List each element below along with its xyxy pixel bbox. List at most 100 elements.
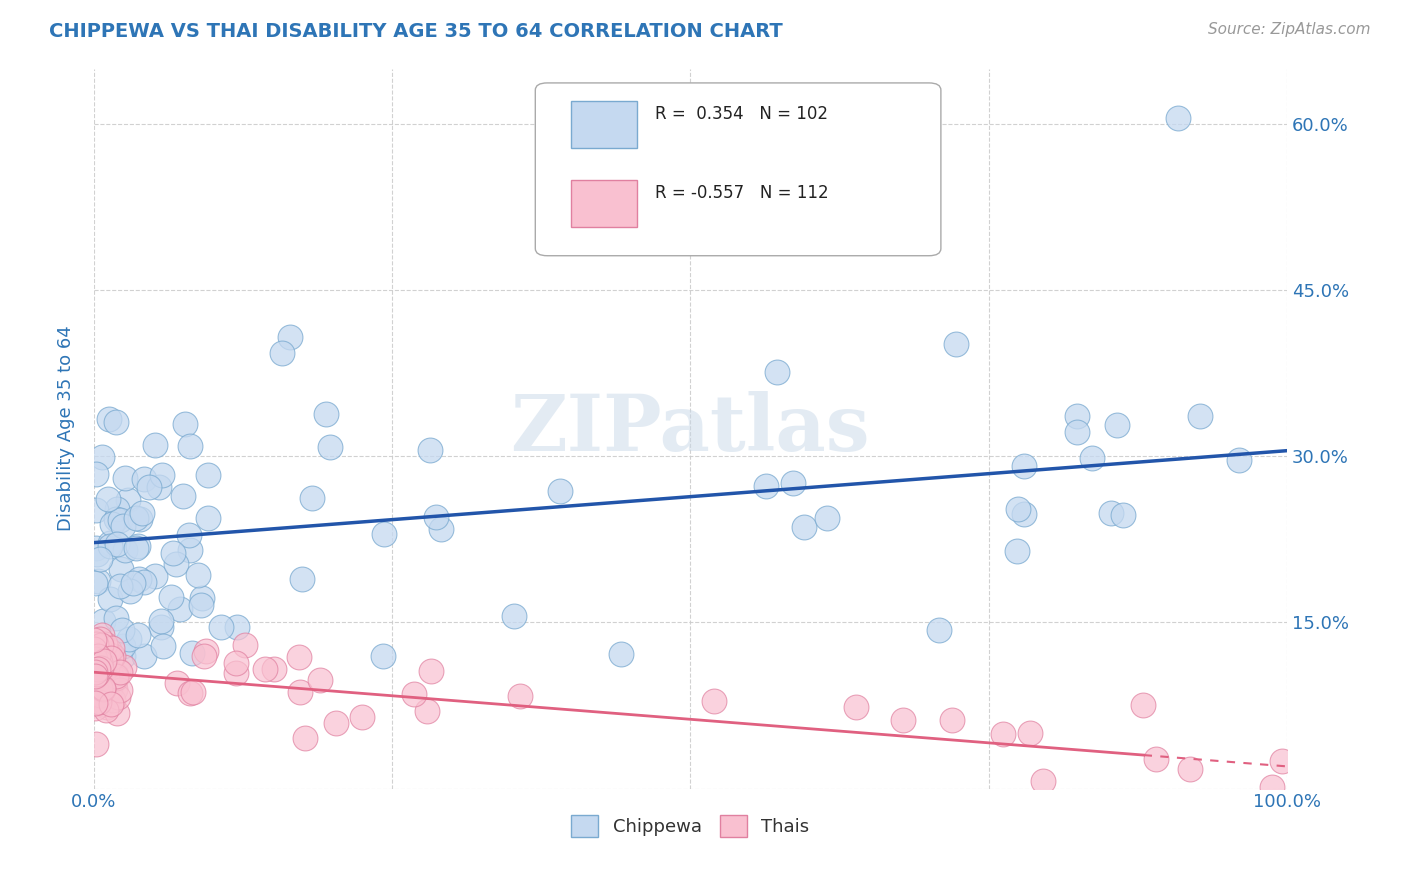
Point xyxy=(89,688,111,702)
Point xyxy=(1144,752,1167,766)
Point xyxy=(84,737,107,751)
Point xyxy=(350,710,373,724)
Point xyxy=(94,703,117,717)
Point xyxy=(373,526,395,541)
Point xyxy=(1112,508,1135,523)
Point xyxy=(87,663,110,677)
Point xyxy=(1178,762,1201,776)
Point xyxy=(148,480,170,494)
Point xyxy=(84,502,107,516)
Point xyxy=(98,536,121,550)
Point xyxy=(1007,501,1029,516)
Point xyxy=(87,656,110,670)
Point xyxy=(89,638,111,652)
Point xyxy=(104,416,127,430)
Point xyxy=(131,506,153,520)
Point xyxy=(84,576,107,591)
Point xyxy=(235,638,257,652)
Point xyxy=(138,480,160,494)
Point xyxy=(1099,506,1122,520)
Point xyxy=(1188,409,1211,423)
Point xyxy=(87,695,110,709)
Point xyxy=(766,365,789,379)
Point xyxy=(83,665,105,679)
Point xyxy=(84,637,107,651)
Point xyxy=(83,677,105,691)
Point xyxy=(143,568,166,582)
Point xyxy=(301,491,323,505)
Point xyxy=(108,579,131,593)
Point xyxy=(132,472,155,486)
Point xyxy=(124,511,146,525)
Point xyxy=(114,543,136,558)
Point xyxy=(325,716,347,731)
Point xyxy=(103,692,125,706)
Point xyxy=(84,648,107,663)
Point xyxy=(165,558,187,572)
Y-axis label: Disability Age 35 to 64: Disability Age 35 to 64 xyxy=(58,326,75,532)
Point xyxy=(89,552,111,566)
Point xyxy=(89,681,111,695)
Point xyxy=(97,647,120,661)
Point xyxy=(294,731,316,746)
Point xyxy=(103,649,125,664)
Point xyxy=(100,697,122,711)
Point xyxy=(83,673,105,687)
Point xyxy=(83,666,105,681)
Point xyxy=(87,649,110,664)
Point xyxy=(87,662,110,676)
Point xyxy=(83,654,105,668)
Point xyxy=(105,611,128,625)
Point xyxy=(152,640,174,654)
Point xyxy=(117,492,139,507)
Point xyxy=(169,602,191,616)
Point xyxy=(181,685,204,699)
Point xyxy=(84,685,107,699)
Point xyxy=(96,660,118,674)
Point xyxy=(86,678,108,692)
Text: R = -0.557   N = 112: R = -0.557 N = 112 xyxy=(655,184,828,202)
Point xyxy=(226,620,249,634)
Point xyxy=(190,598,212,612)
Point xyxy=(127,628,149,642)
Point xyxy=(172,489,194,503)
Point xyxy=(86,644,108,658)
Point xyxy=(84,685,107,699)
Point xyxy=(288,649,311,664)
Point xyxy=(263,662,285,676)
Point xyxy=(191,591,214,605)
Point xyxy=(195,644,218,658)
Point xyxy=(83,669,105,683)
Point xyxy=(97,643,120,657)
Point xyxy=(86,666,108,681)
Point xyxy=(117,632,139,647)
Point xyxy=(83,669,105,683)
Point xyxy=(100,681,122,695)
Text: CHIPPEWA VS THAI DISABILITY AGE 35 TO 64 CORRELATION CHART: CHIPPEWA VS THAI DISABILITY AGE 35 TO 64… xyxy=(49,22,783,41)
Point xyxy=(315,408,337,422)
Point xyxy=(98,412,121,426)
Point xyxy=(111,648,134,663)
Point xyxy=(132,648,155,663)
Text: R =  0.354   N = 102: R = 0.354 N = 102 xyxy=(655,104,828,122)
Point xyxy=(83,687,105,701)
Point xyxy=(90,660,112,674)
Point xyxy=(162,545,184,559)
Point xyxy=(86,658,108,673)
Point xyxy=(430,523,453,537)
Point xyxy=(270,345,292,359)
Point xyxy=(110,513,132,527)
Point xyxy=(89,632,111,646)
Point xyxy=(225,665,247,680)
Point xyxy=(1167,112,1189,126)
Point xyxy=(180,646,202,660)
Point xyxy=(197,511,219,525)
Point xyxy=(107,663,129,677)
Point xyxy=(127,539,149,553)
Point xyxy=(1019,725,1042,739)
Point xyxy=(105,706,128,720)
Point xyxy=(179,439,201,453)
Point xyxy=(110,562,132,576)
Point xyxy=(1066,425,1088,439)
FancyBboxPatch shape xyxy=(571,180,637,227)
